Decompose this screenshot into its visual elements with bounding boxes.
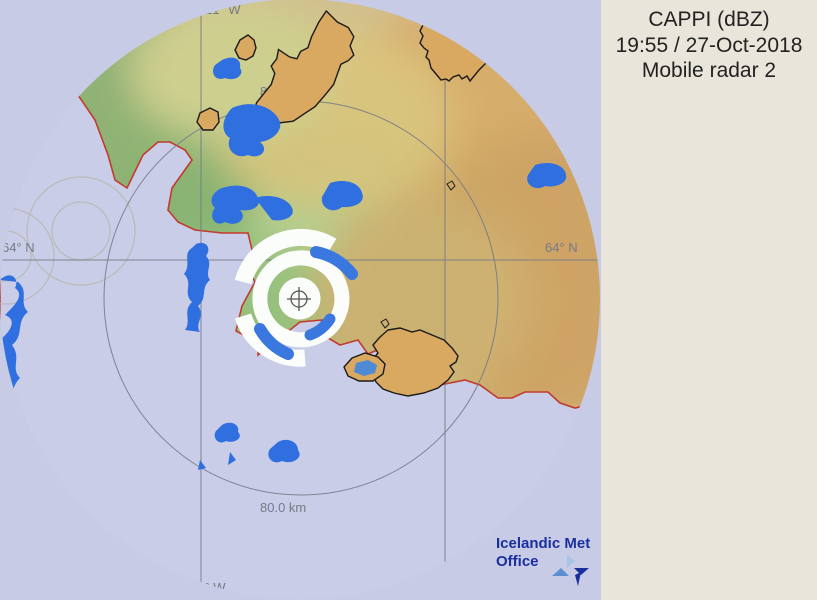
svg-text:80.0 km: 80.0 km — [260, 500, 306, 515]
svg-text:Icelandic Met: Icelandic Met — [496, 535, 590, 552]
svg-text:64° N: 64° N — [545, 240, 578, 255]
svg-text:Office: Office — [496, 553, 539, 570]
svg-text:64° N: 64° N — [2, 240, 35, 255]
